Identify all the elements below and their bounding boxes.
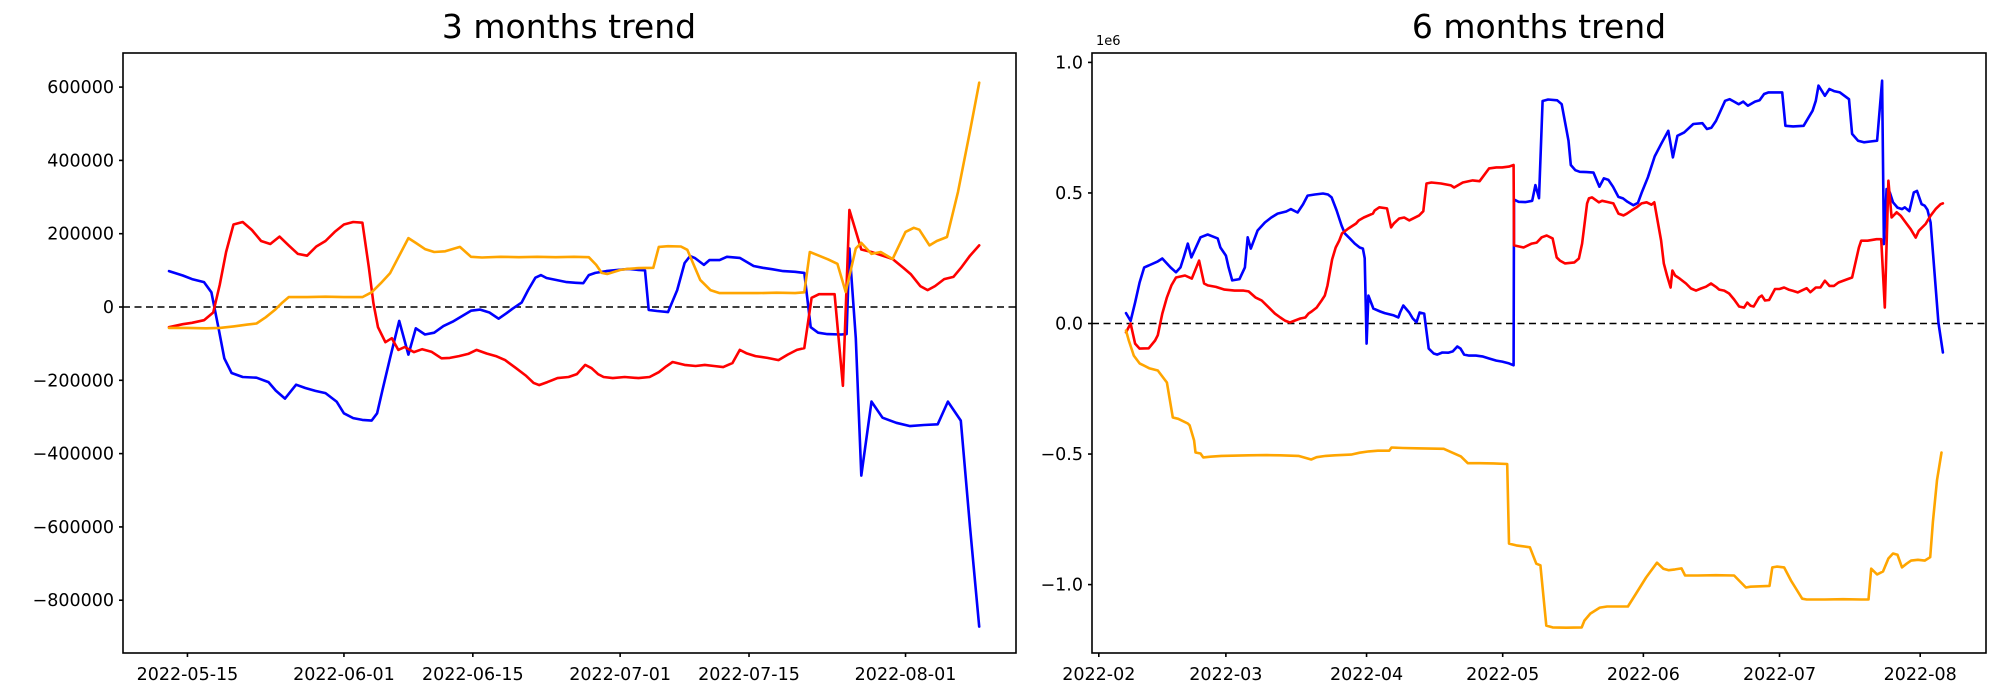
x-tick-label: 2022-03 xyxy=(1189,665,1262,685)
x-tick-label: 2022-05-15 xyxy=(137,665,239,685)
left-chart-title: 3 months trend xyxy=(442,7,696,46)
x-tick-label: 2022-08-01 xyxy=(855,665,957,685)
series-line-orange xyxy=(1124,329,1943,630)
y-tick-label: −0.5 xyxy=(1041,445,1084,465)
y-tick-label: 1.0 xyxy=(1055,53,1083,73)
x-tick-label: 2022-06 xyxy=(1607,665,1680,685)
series-line-blue xyxy=(1124,79,1945,367)
x-tick-label: 2022-04 xyxy=(1330,665,1403,685)
series-line-blue xyxy=(167,247,981,628)
y-tick-label: 0.0 xyxy=(1055,314,1083,334)
series-line-orange xyxy=(167,81,981,330)
x-tick-label: 2022-06-01 xyxy=(293,665,395,685)
series-line-red xyxy=(167,208,981,388)
y-tick-label: 0.5 xyxy=(1055,184,1083,204)
x-tick-label: 2022-06-15 xyxy=(422,665,524,685)
y-tick-label: 600000 xyxy=(47,78,114,98)
y-tick-label: −1.0 xyxy=(1041,576,1084,596)
y-tick-label: 0 xyxy=(103,298,114,318)
x-tick-label: 2022-08 xyxy=(1884,665,1957,685)
y-tick-label: −600000 xyxy=(33,518,114,538)
right-chart-title: 6 months trend xyxy=(1412,7,1666,46)
y-tick-label: 200000 xyxy=(47,225,114,245)
y-tick-label: 400000 xyxy=(47,151,114,171)
series-line-red xyxy=(1124,163,1945,350)
y-axis-offset-label: 1e6 xyxy=(1096,34,1121,49)
y-tick-label: −200000 xyxy=(33,371,114,391)
x-tick-label: 2022-07-15 xyxy=(698,665,800,685)
x-tick-label: 2022-07-01 xyxy=(569,665,671,685)
y-tick-label: −400000 xyxy=(33,445,114,465)
x-tick-label: 2022-07 xyxy=(1743,665,1816,685)
x-tick-label: 2022-05 xyxy=(1466,665,1539,685)
left-chart: 600000 400000 200000 0 −200000 −400000 −600000… xyxy=(33,52,1017,685)
right-chart: 1.0 0.5 0.0 −0.5 −1.0 2022-02 2022-03 2022-04 20… xyxy=(1041,52,1987,685)
y-tick-label: −800000 xyxy=(33,591,114,611)
x-tick-label: 2022-02 xyxy=(1062,665,1135,685)
